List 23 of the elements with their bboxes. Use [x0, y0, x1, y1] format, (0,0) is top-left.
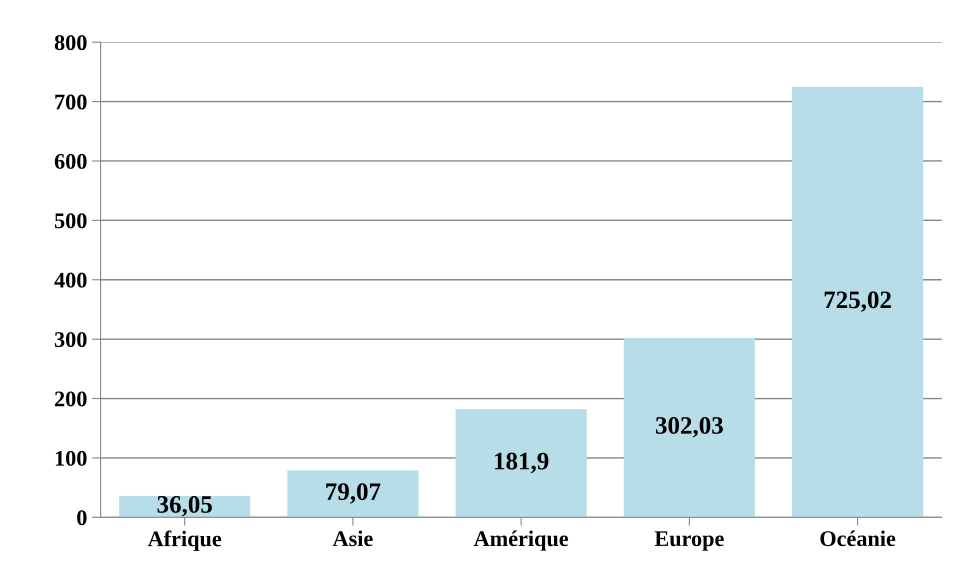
data-label: 181,9 — [495, 452, 548, 474]
x-tick-label: Afrique — [148, 530, 222, 551]
y-tick-label: 600 — [54, 154, 87, 169]
y-tick-label: 200 — [54, 391, 87, 406]
bar — [287, 470, 419, 518]
bar — [456, 409, 587, 518]
y-tick-label: 300 — [54, 332, 87, 348]
x-tick-label: Océanie — [820, 530, 896, 546]
y-tick-label: 700 — [55, 94, 87, 110]
data-label: 79,07 — [326, 483, 380, 504]
x-tick-label: Amérique — [474, 530, 568, 551]
x-tick-label: Europe — [654, 531, 724, 551]
y-tick-label: 800 — [54, 35, 87, 50]
bar — [624, 338, 755, 518]
y-tick-label: 400 — [54, 272, 87, 288]
y-tick-label: 100 — [56, 450, 87, 466]
y-tick-label: 0 — [77, 510, 87, 526]
y-tick-label: 500 — [54, 213, 87, 228]
data-label: 36,05 — [158, 496, 212, 516]
data-label: 302,03 — [656, 417, 723, 438]
bar — [792, 86, 924, 518]
data-label: 725,02 — [824, 291, 891, 312]
x-tick-label: Asie — [332, 530, 373, 546]
